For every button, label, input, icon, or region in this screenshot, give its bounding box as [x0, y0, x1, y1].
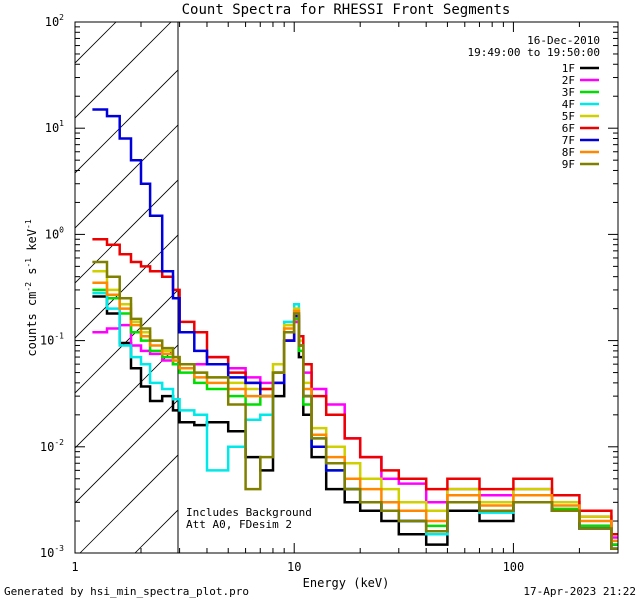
time-range-label: 19:49:00 to 19:50:00 — [468, 46, 600, 59]
y-label-exp-s: -1 — [24, 258, 33, 268]
x-tick-label: 10 — [287, 560, 301, 574]
y-label-exp-kev: -1 — [24, 219, 33, 229]
y-tick-label: 102 — [45, 13, 64, 29]
hatch-line — [75, 399, 178, 504]
series-7f — [92, 108, 618, 550]
hatch-line — [245, 0, 640, 553]
legend-label-5f: 5F — [562, 110, 575, 123]
hatch-line — [630, 0, 640, 553]
annotation-attenuator: Att A0, FDesim 2 — [186, 518, 292, 531]
date-label: 16-Dec-2010 — [527, 34, 600, 47]
y-tick-label: 10-2 — [40, 438, 64, 454]
y-axis-label: counts cm-2 s-1 keV-1 — [24, 219, 39, 356]
y-label-kev: keV — [25, 229, 39, 258]
hatch-line — [75, 289, 178, 394]
annotation-background: Includes Background — [186, 506, 312, 519]
legend-label-3f: 3F — [562, 86, 575, 99]
series-3f — [92, 288, 618, 546]
legend-label-1f: 1F — [562, 62, 575, 75]
legend-label-7f: 7F — [562, 134, 575, 147]
y-axis: 10-3 10-2 10-1 100 101 102 — [40, 13, 618, 560]
footer-timestamp: 17-Apr-2023 21:22 — [523, 585, 636, 598]
y-label-s: s — [25, 268, 39, 282]
legend-label-9f: 9F — [562, 158, 575, 171]
plot-frame — [74, 21, 619, 554]
series-9f — [92, 260, 618, 550]
legend-label-4f: 4F — [562, 98, 575, 111]
legend-label-2f: 2F — [562, 74, 575, 87]
series-group — [92, 108, 618, 550]
series-4f — [92, 291, 618, 550]
chart-title: Count Spectra for RHESSI Front Segments — [182, 2, 511, 18]
hatch-line — [75, 69, 178, 174]
legend-label-6f: 6F — [562, 122, 575, 135]
hatch-line — [75, 234, 178, 339]
x-tick-label: 100 — [503, 560, 525, 574]
y-tick-label: 100 — [45, 225, 64, 241]
hatch-line — [75, 22, 172, 119]
y-tick-label: 10-1 — [40, 332, 64, 348]
series-8f — [92, 281, 618, 543]
hatch-line — [410, 0, 640, 553]
x-axis: 1 10 100 — [71, 22, 619, 574]
hatch-line — [79, 454, 178, 553]
hatch-line — [520, 0, 640, 553]
y-label-exp-cm: -2 — [24, 282, 33, 292]
x-tick-label: 1 — [71, 560, 78, 574]
footer-generator: Generated by hsi_min_spectra_plot.pro — [4, 585, 249, 598]
hatch-line — [575, 0, 640, 553]
hatch-line — [75, 22, 117, 64]
y-tick-label: 10-3 — [40, 544, 64, 560]
x-axis-label: Energy (keV) — [303, 576, 390, 590]
y-tick-label: 101 — [45, 119, 64, 135]
legend-label-8f: 8F — [562, 146, 575, 159]
hatch-line — [300, 0, 640, 553]
hatch-line — [75, 179, 178, 284]
y-label-counts: counts cm — [25, 292, 39, 357]
shaded-region — [75, 0, 640, 553]
series-1f — [92, 295, 618, 546]
